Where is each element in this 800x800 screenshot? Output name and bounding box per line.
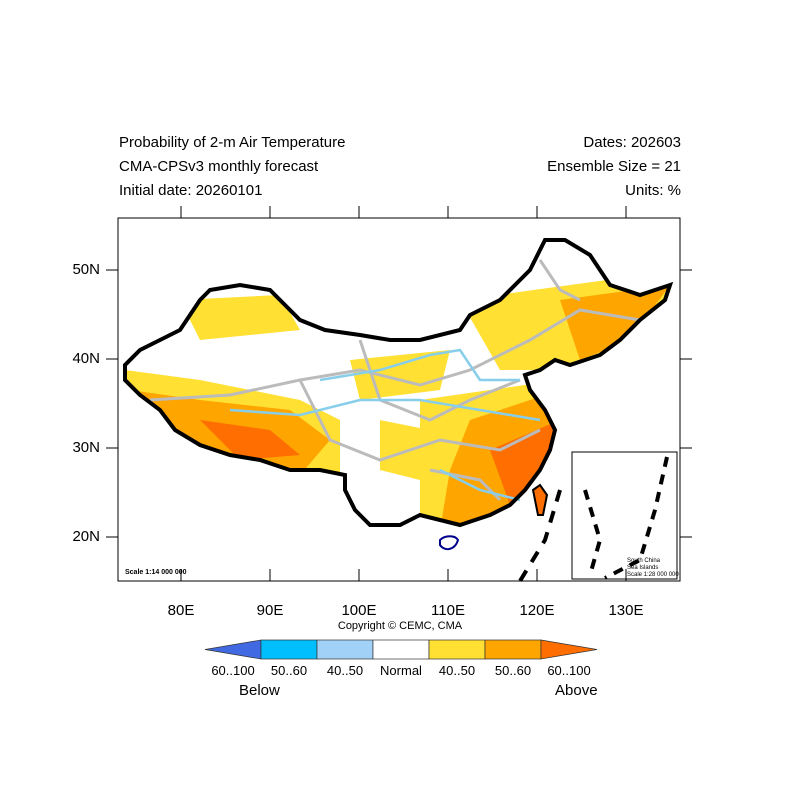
ensemble-label: Ensemble Size = 21 [547, 158, 681, 175]
scale-label: Scale 1:14 000 000 [125, 569, 187, 576]
lon-tick-label: 90E [256, 602, 284, 619]
legend-bin [372, 639, 430, 660]
plot-frame [117, 217, 681, 582]
rivers [229, 348, 541, 502]
lon-tick-label: 100E [341, 602, 377, 619]
south-china-sea-inset [571, 451, 678, 580]
inset-line: Sea Islands [627, 565, 659, 571]
lon-tick-label: 110E [431, 602, 465, 619]
legend-bin [540, 639, 598, 660]
lat-tick-label: 50N [72, 261, 100, 278]
legend-bin-label: 60..100 [547, 663, 591, 678]
inset-dashed-line [583, 456, 669, 580]
lon-tick-label: 130E [608, 602, 644, 619]
lat-tick-label: 20N [72, 528, 100, 545]
title-line-1: Probability of 2-m Air Temperature [119, 134, 346, 151]
axis-ticks [106, 206, 692, 581]
lon-tick-label: 80E [167, 602, 195, 619]
inset-line: South China [627, 558, 661, 564]
legend-bin-label: 60..100 [211, 663, 255, 678]
legend-bin [316, 639, 374, 660]
copyright: Copyright © CEMC, CMA [337, 620, 463, 632]
legend-bin [428, 639, 486, 660]
maritime-boundary [518, 489, 562, 583]
dates-label: Dates: 202603 [583, 134, 681, 151]
lat-tick-label: 40N [72, 350, 100, 367]
legend-bin [484, 639, 542, 660]
title-line-2: CMA-CPSv3 monthly forecast [119, 158, 319, 175]
inset-line: Scale 1:28 000 000 [627, 572, 679, 578]
province-borders [149, 259, 641, 502]
above-label: Above [555, 682, 598, 699]
title-line-3: Initial date: 20260101 [119, 182, 263, 199]
inset-label: South China Sea Islands Scale 1:28 000 0… [627, 558, 679, 579]
legend-bin-label: 50..60 [494, 663, 532, 678]
legend-bin-label: 50..60 [270, 663, 308, 678]
units-label: Units: % [625, 182, 681, 199]
legend-bin-label: Normal [380, 663, 422, 678]
legend-bin [260, 639, 318, 660]
legend-bin-label: 40..50 [438, 663, 476, 678]
lon-tick-label: 120E [519, 602, 555, 619]
lat-tick-label: 30N [72, 439, 100, 456]
hainan-outline [439, 535, 460, 551]
legend-bin-label: 40..50 [326, 663, 364, 678]
legend-bin [204, 639, 262, 660]
below-label: Below [239, 682, 280, 699]
taiwan [531, 483, 549, 516]
